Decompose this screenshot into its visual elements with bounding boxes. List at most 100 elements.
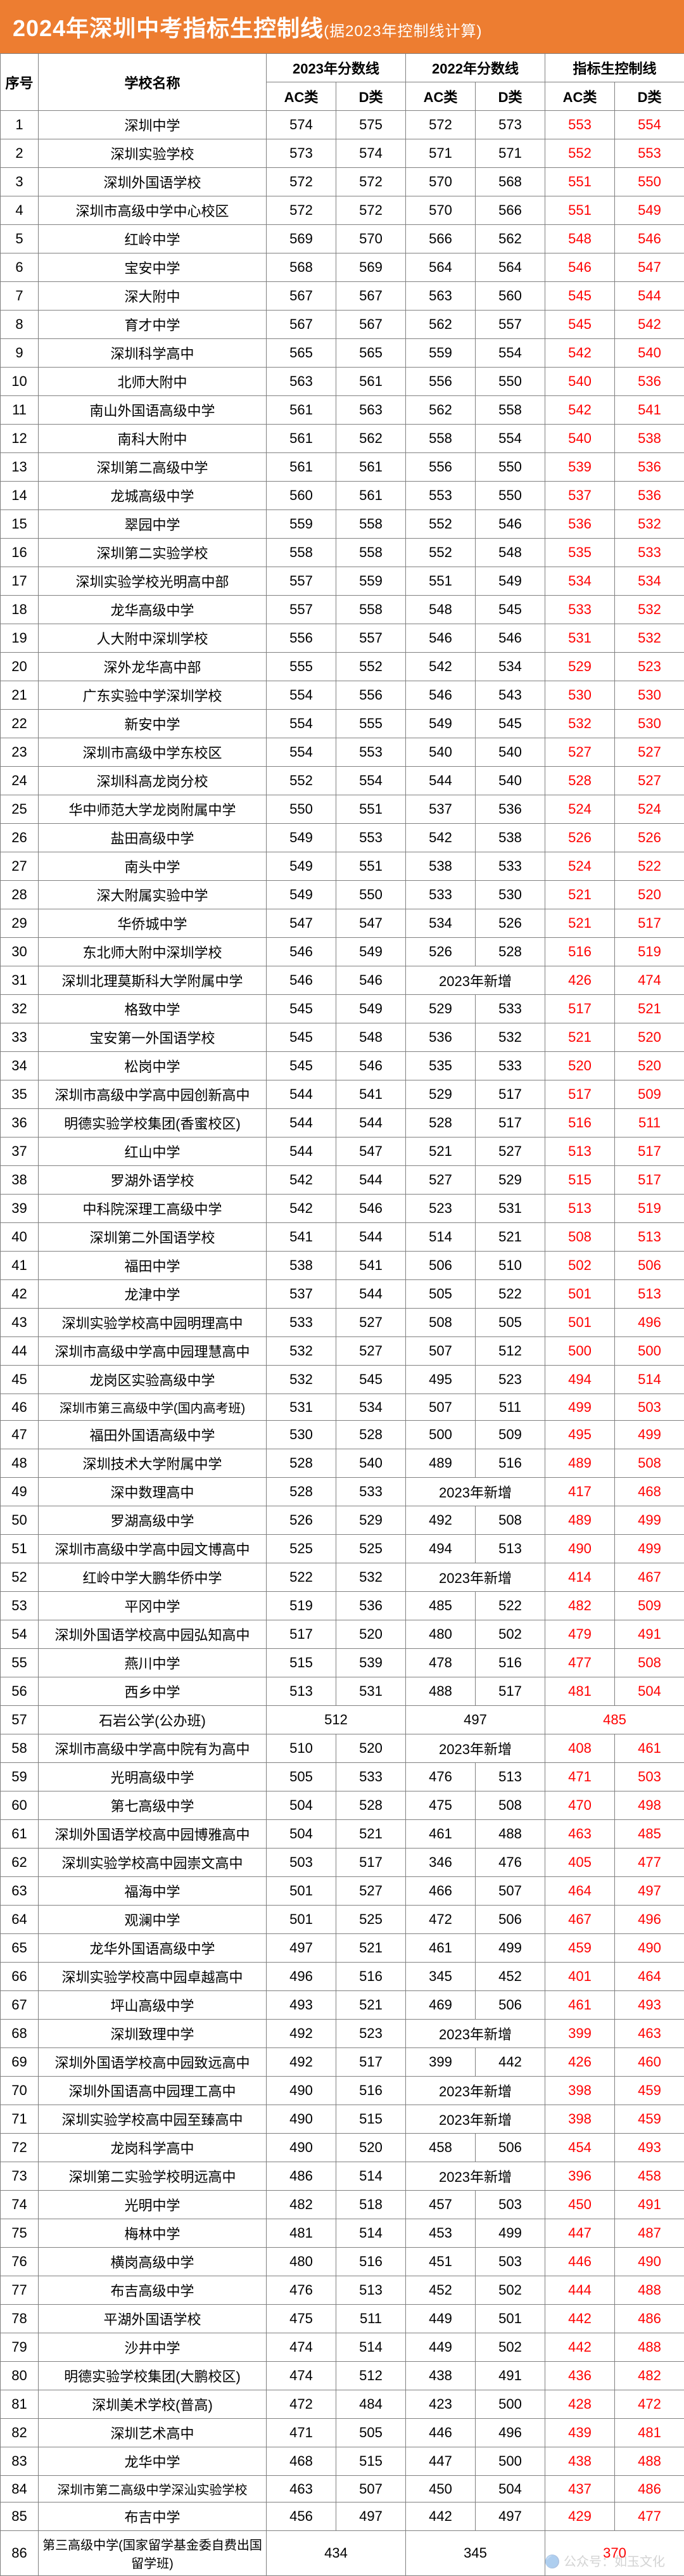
cell-seq: 5 <box>1 225 39 253</box>
table-row: 86 第三高级中学(国家留学基金委自费出国留学班) 434 345 370 <box>1 2531 684 2576</box>
cell-dq: 497 <box>615 1877 684 1906</box>
cell-school: 深圳实验学校高中园明理高中 <box>39 1309 267 1337</box>
cell-seq: 3 <box>1 168 39 196</box>
cell-a22: 566 <box>406 225 476 253</box>
cell-a22: 453 <box>406 2219 476 2248</box>
cell-school: 燕川中学 <box>39 1649 267 1677</box>
cell-seq: 36 <box>1 1109 39 1137</box>
cell-d23: 544 <box>336 1109 406 1137</box>
table-row: 24 深圳科高龙岗分校 552 554 544 540 528 527 <box>1 767 684 795</box>
table-row: 74 光明中学 482 518 457 503 450 491 <box>1 2191 684 2219</box>
cell-2022-merged: 345 <box>406 2531 545 2576</box>
cell-school: 光明高级中学 <box>39 1763 267 1791</box>
cell-school: 东北师大附中深圳学校 <box>39 938 267 966</box>
cell-d22: 522 <box>476 1280 545 1309</box>
cell-d23: 514 <box>336 2219 406 2248</box>
cell-a22: 476 <box>406 1763 476 1791</box>
cell-dq: 477 <box>615 2502 684 2531</box>
cell-new2023: 2023年新增 <box>406 2162 545 2191</box>
cell-dq: 496 <box>615 1906 684 1934</box>
cell-aq: 536 <box>545 510 615 539</box>
cell-dq: 499 <box>615 1535 684 1563</box>
cell-d22: 442 <box>476 2048 545 2077</box>
cell-d22: 496 <box>476 2419 545 2447</box>
cell-a22: 571 <box>406 139 476 168</box>
cell-seq: 7 <box>1 282 39 311</box>
cell-aq: 521 <box>545 909 615 938</box>
cell-a22: 508 <box>406 1309 476 1337</box>
cell-aq: 548 <box>545 225 615 253</box>
cell-aq: 508 <box>545 1223 615 1252</box>
cell-aq: 426 <box>545 2048 615 2077</box>
cell-dq: 546 <box>615 225 684 253</box>
cell-a22: 536 <box>406 1023 476 1052</box>
cell-seq: 14 <box>1 482 39 510</box>
cell-d23: 533 <box>336 1763 406 1791</box>
cell-dq: 493 <box>615 2134 684 2162</box>
cell-d23: 549 <box>336 995 406 1023</box>
cell-a22: 449 <box>406 2305 476 2333</box>
cell-dq: 503 <box>615 1394 684 1421</box>
cell-d22: 529 <box>476 1166 545 1195</box>
cell-d22: 560 <box>476 282 545 311</box>
cell-dq: 487 <box>615 2219 684 2248</box>
cell-seq: 80 <box>1 2362 39 2390</box>
cell-seq: 59 <box>1 1763 39 1791</box>
cell-aq: 527 <box>545 738 615 767</box>
cell-d22: 503 <box>476 2248 545 2276</box>
table-row: 34 松岗中学 545 546 535 533 520 520 <box>1 1052 684 1080</box>
cell-a22: 551 <box>406 567 476 596</box>
cell-aq: 463 <box>545 1820 615 1849</box>
cell-d23: 574 <box>336 139 406 168</box>
cell-aq: 401 <box>545 1963 615 1991</box>
cell-dq: 524 <box>615 795 684 824</box>
cell-a23: 558 <box>267 539 336 567</box>
table-row: 36 明德实验学校集团(香蜜校区) 544 544 528 517 516 51… <box>1 1109 684 1137</box>
cell-aq: 444 <box>545 2276 615 2305</box>
cell-a22: 528 <box>406 1109 476 1137</box>
cell-d23: 558 <box>336 596 406 624</box>
cell-a23: 557 <box>267 567 336 596</box>
cell-d22: 536 <box>476 795 545 824</box>
header-quota: 指标生控制线 <box>545 54 684 82</box>
cell-school: 华中师范大学龙岗附属中学 <box>39 795 267 824</box>
cell-dq: 467 <box>615 1563 684 1592</box>
cell-seq: 31 <box>1 966 39 995</box>
cell-aq: 437 <box>545 2476 615 2502</box>
cell-d22: 521 <box>476 1223 545 1252</box>
cell-a23: 572 <box>267 196 336 225</box>
cell-d22: 501 <box>476 2305 545 2333</box>
cell-a23: 531 <box>267 1394 336 1421</box>
cell-aq: 501 <box>545 1309 615 1337</box>
cell-d23: 544 <box>336 1223 406 1252</box>
cell-a23: 515 <box>267 1649 336 1677</box>
cell-school: 南科大附中 <box>39 425 267 453</box>
cell-aq: 524 <box>545 852 615 881</box>
cell-d22: 508 <box>476 1506 545 1535</box>
cell-school: 深圳致理中学 <box>39 2020 267 2048</box>
cell-a22: 475 <box>406 1791 476 1820</box>
cell-dq: 474 <box>615 966 684 995</box>
cell-a23: 559 <box>267 510 336 539</box>
cell-seq: 40 <box>1 1223 39 1252</box>
cell-d22: 540 <box>476 767 545 795</box>
cell-a22: 514 <box>406 1223 476 1252</box>
cell-seq: 10 <box>1 368 39 396</box>
cell-a22: 570 <box>406 168 476 196</box>
cell-aq: 429 <box>545 2502 615 2531</box>
cell-a23: 510 <box>267 1734 336 1763</box>
cell-d22: 511 <box>476 1394 545 1421</box>
cell-a22: 423 <box>406 2390 476 2419</box>
cell-dq: 461 <box>615 1734 684 1763</box>
cell-a23: 549 <box>267 881 336 909</box>
table-row: 30 东北师大附中深圳学校 546 549 526 528 516 519 <box>1 938 684 966</box>
cell-seq: 85 <box>1 2502 39 2531</box>
cell-seq: 53 <box>1 1592 39 1620</box>
cell-d23: 541 <box>336 1080 406 1109</box>
cell-school: 坪山高级中学 <box>39 1991 267 2020</box>
cell-school: 深圳市高级中学高中园文博高中 <box>39 1535 267 1563</box>
cell-aq: 500 <box>545 1337 615 1366</box>
cell-d22: 510 <box>476 1252 545 1280</box>
cell-school: 广东实验中学深圳学校 <box>39 681 267 710</box>
cell-a23: 456 <box>267 2502 336 2531</box>
